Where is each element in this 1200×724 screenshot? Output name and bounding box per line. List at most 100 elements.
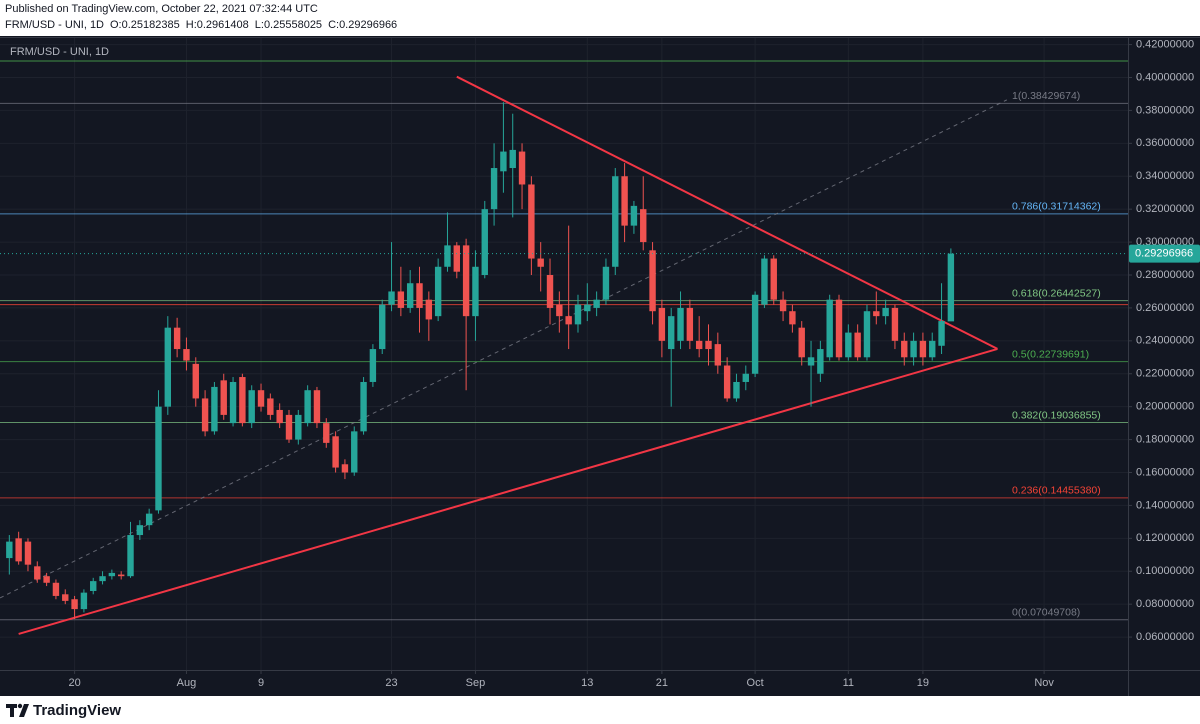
axes: 0.06000000 0.08000000 0.10000000 0.12000000… (68, 38, 1200, 689)
candle-body (882, 307, 889, 317)
trend-line (456, 75, 998, 350)
candle-body (239, 377, 246, 424)
candle-body (612, 176, 619, 267)
candle-body (462, 245, 470, 317)
candle-body (164, 327, 172, 407)
plot (0, 60, 1128, 635)
x-tick-label: 21 (656, 677, 668, 689)
candle-body (695, 340, 703, 350)
y-tick-label: 0.24000000 (1136, 335, 1194, 347)
y-tick-label: 0.22000000 (1136, 368, 1194, 380)
candle-body (313, 390, 321, 424)
candle-body (723, 365, 731, 399)
candle-body (714, 344, 722, 366)
candle-body (901, 340, 908, 358)
y-tick-label: 0.16000000 (1136, 466, 1194, 478)
candle-body (62, 594, 69, 601)
candle-body (556, 304, 563, 317)
candle-body (453, 245, 460, 272)
fib-label: 0(0.07049708) (1012, 607, 1080, 619)
y-tick-label: 0.38000000 (1136, 104, 1194, 116)
candle-body (705, 340, 712, 350)
ohlc-prefix: C: (328, 19, 339, 31)
ohlc-prefix: L: (255, 19, 264, 31)
candle-body (145, 513, 153, 526)
candle-body (416, 283, 423, 308)
candle-body (285, 414, 293, 440)
candle-body (658, 307, 666, 341)
candle-body (276, 409, 283, 424)
symbol: FRM/USD - UNI, 1D (5, 19, 104, 31)
candle-body (192, 363, 199, 399)
candle-body (444, 245, 451, 267)
y-tick-label: 0.14000000 (1136, 499, 1194, 511)
x-tick-label: 19 (917, 677, 929, 689)
x-tick-label: 11 (843, 677, 854, 689)
candle-body (332, 436, 339, 468)
candle-body (406, 283, 414, 308)
fib-label: 0.786(0.31714362) (1012, 201, 1101, 213)
y-tick-label: 0.40000000 (1136, 71, 1194, 83)
candle-body (15, 538, 22, 562)
x-tick-label: Aug (177, 677, 197, 689)
chart-background (0, 36, 1200, 696)
candle-body (472, 266, 479, 317)
candle-body (267, 398, 274, 415)
candle-body (397, 291, 405, 308)
candle-body (24, 541, 32, 565)
candle-body (108, 572, 116, 577)
candle-body (770, 258, 777, 300)
candle-body (248, 390, 255, 424)
header-bar (0, 0, 1200, 36)
y-tick-label: 0.10000000 (1136, 565, 1194, 577)
y-tick-label: 0.08000000 (1136, 598, 1194, 610)
candle-body (117, 574, 125, 577)
candle-body (71, 599, 78, 610)
fib-label: 1(0.38429674) (1012, 90, 1080, 102)
candle-body (481, 209, 488, 275)
candle-body (742, 373, 749, 382)
candle-body (425, 299, 433, 320)
candle-body (546, 275, 554, 308)
y-tick-label: 0.42000000 (1136, 38, 1194, 50)
candle-body (947, 253, 955, 322)
candle-body (835, 299, 843, 358)
candle-body (351, 431, 358, 473)
candle-body (733, 381, 740, 399)
y-tick-label: 0.18000000 (1136, 433, 1194, 445)
candle-body (602, 266, 610, 300)
y-tick-label: 0.20000000 (1136, 401, 1194, 413)
fib-label: 0.5(0.22739691) (1012, 348, 1089, 360)
candle-body (183, 349, 190, 361)
candle-body (574, 304, 582, 325)
candle-body (220, 380, 227, 415)
y-tick-label: 0.36000000 (1136, 137, 1194, 149)
ohlc-value: 0.2961408 (197, 19, 249, 31)
chart-legend: FRM/USD - UNI, 1D (10, 46, 109, 58)
candle-body (807, 357, 815, 366)
candle-body (584, 304, 591, 312)
candle-body (593, 299, 600, 308)
candle-body (211, 386, 218, 432)
candle-body (649, 250, 656, 312)
candle-body (891, 307, 899, 341)
candle-body (621, 176, 628, 226)
candle-body (136, 525, 144, 536)
footer-bar (0, 696, 1200, 724)
y-tick-label: 0.28000000 (1136, 269, 1194, 281)
x-tick-label: Oct (747, 677, 764, 689)
last-price-label: 0.29296966 (1135, 248, 1193, 260)
y-tick-label: 0.34000000 (1136, 170, 1194, 182)
candle-body (910, 340, 917, 358)
candle-body (668, 316, 675, 350)
last-price-box (1129, 244, 1200, 263)
candle-body (201, 398, 209, 432)
fib-label: 0.618(0.26442527) (1012, 287, 1101, 299)
candle-body (863, 311, 871, 358)
y-tick-label: 0.06000000 (1136, 631, 1194, 643)
candle-body (323, 423, 330, 443)
ohlc-value: 0.25182385 (122, 19, 180, 31)
